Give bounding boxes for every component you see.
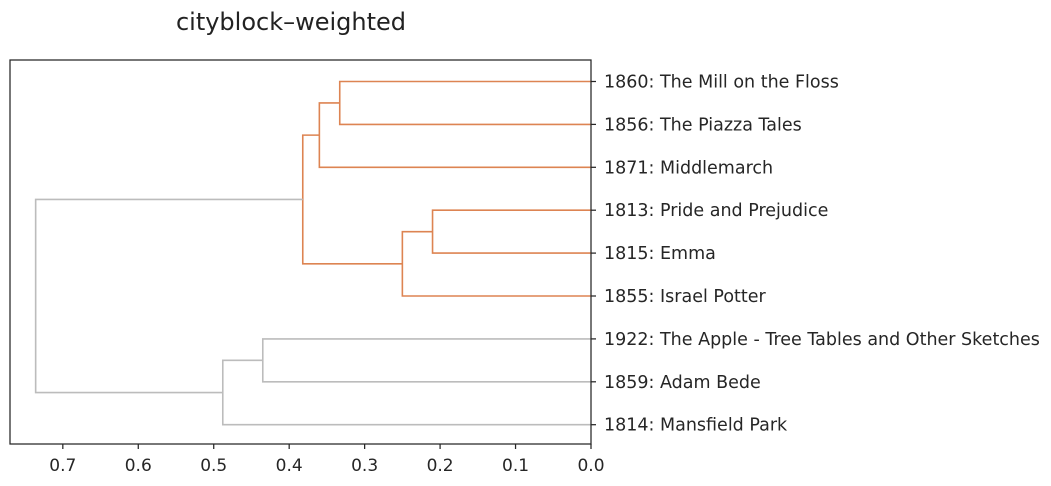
leaf-labels: 1860: The Mill on the Floss 1856: The Pia… [591, 73, 1040, 436]
dendrogram-links [34, 80, 591, 426]
x-tick-label: 0.6 [125, 456, 152, 476]
x-tick-label: 0.5 [200, 456, 227, 476]
dendrogram-link-7 [221, 359, 591, 426]
x-tick-label: 0.3 [351, 456, 378, 476]
leaf-label: 1855: Israel Potter [604, 287, 767, 307]
x-tick-label: 0.4 [276, 456, 303, 476]
leaf-label: 1814: Mansfield Park [604, 416, 788, 436]
dendrogram-link-3 [431, 209, 591, 254]
dendrogram-link-4 [401, 230, 591, 297]
x-tick-label: 0.0 [577, 456, 604, 476]
plot-frame [9, 59, 592, 445]
chart-title: cityblock–weighted [176, 8, 406, 36]
x-tick-label: 0.1 [502, 456, 529, 476]
leaf-label: 1813: Pride and Prejudice [604, 201, 828, 221]
leaf-label: 1922: The Apple - Tree Tables and Other … [604, 330, 1040, 350]
x-tick-label: 0.7 [49, 456, 76, 476]
leaf-label: 1871: Middlemarch [604, 158, 773, 178]
x-axis: 0.7 0.6 0.5 0.4 0.3 0.2 0.1 0.0 [49, 444, 605, 476]
leaf-label: 1859: Adam Bede [604, 373, 761, 393]
leaf-label: 1856: The Piazza Tales [604, 115, 802, 135]
leaf-label: 1815: Emma [604, 244, 716, 264]
dendrogram-link-6 [261, 338, 591, 383]
dendrogram-link-1 [338, 80, 591, 126]
dendrogram-link-8 [34, 198, 303, 394]
leaf-label: 1860: The Mill on the Floss [604, 73, 839, 93]
x-tick-label: 0.2 [427, 456, 454, 476]
dendrogram-link-2 [318, 102, 591, 169]
dendrogram-link-5 [301, 134, 403, 265]
